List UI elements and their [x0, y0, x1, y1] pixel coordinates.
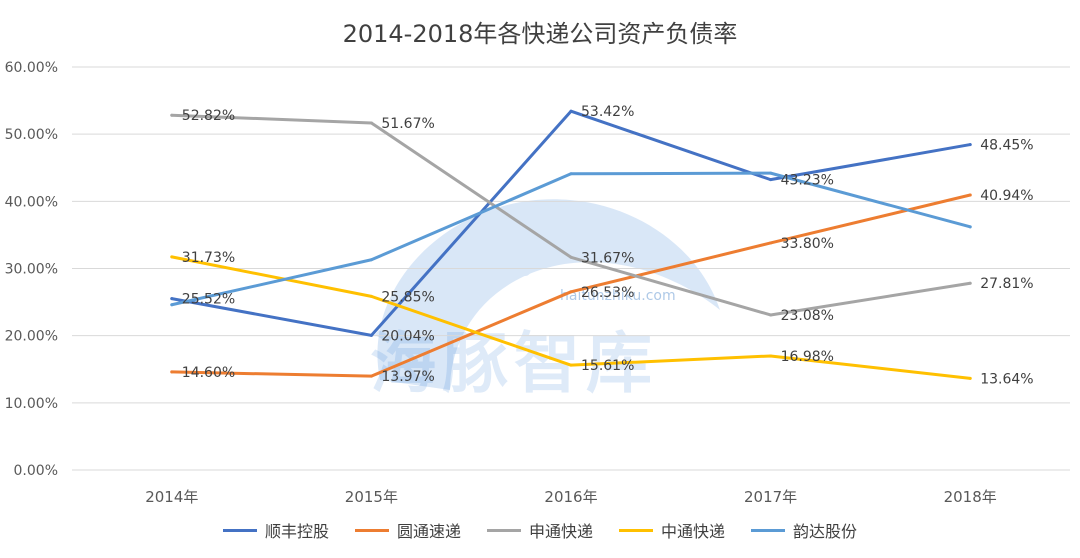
- legend-item-3: 申通快递: [486, 518, 593, 542]
- data-label: 31.73%: [182, 250, 235, 266]
- y-tick-label: 60.00%: [5, 60, 58, 76]
- data-label: 51.67%: [381, 116, 434, 132]
- legend-label: 韵达股份: [793, 522, 858, 541]
- data-point: [569, 109, 573, 113]
- x-tick-label: 2016年: [544, 488, 597, 506]
- y-axis: 0.00% 10.00% 20.00% 30.00% 40.00% 50.00% 60.00…: [5, 60, 58, 479]
- watermark-url: haitunzhiku.com: [560, 288, 676, 304]
- y-tick-label: 30.00%: [5, 262, 58, 278]
- x-axis: 2014年 2015年 2016年 2017年 2018年: [145, 488, 997, 506]
- legend-swatch: [619, 528, 653, 532]
- data-point: [569, 172, 573, 176]
- data-point: [170, 370, 174, 374]
- x-tick-label: 2014年: [145, 488, 198, 506]
- legend-item-5: 韵达股份: [751, 518, 857, 542]
- data-label: 33.80%: [781, 236, 834, 252]
- data-label: 20.04%: [381, 328, 434, 344]
- data-label: 16.98%: [781, 349, 834, 365]
- chart-title: 2014-2018年各快递公司资产负债率: [342, 20, 738, 48]
- legend-label: 圆通速递: [396, 522, 461, 541]
- data-point: [769, 178, 773, 182]
- data-point: [170, 303, 174, 307]
- legend-swatch: [222, 528, 257, 532]
- data-point: [968, 281, 972, 285]
- data-point: [170, 297, 174, 301]
- data-point: [569, 363, 573, 367]
- data-point: [968, 376, 972, 380]
- legend-swatch: [486, 528, 521, 532]
- data-point: [170, 255, 174, 259]
- watermark-logo: [340, 160, 760, 410]
- data-point: [769, 313, 773, 317]
- data-label: 27.81%: [980, 276, 1033, 292]
- data-point: [769, 241, 773, 245]
- data-point: [369, 374, 373, 378]
- series-line-2: [170, 193, 972, 378]
- y-tick-label: 20.00%: [5, 329, 58, 345]
- legend-swatch: [751, 528, 786, 532]
- data-point: [968, 193, 972, 197]
- y-tick-label: 40.00%: [5, 194, 58, 210]
- data-label: 52.82%: [182, 108, 235, 124]
- data-label: 25.85%: [381, 289, 434, 305]
- x-tick-label: 2015年: [345, 488, 398, 506]
- data-point: [369, 294, 373, 298]
- series-line-4: [170, 255, 972, 380]
- legend-item-1: 顺丰控股: [222, 518, 329, 542]
- data-label: 13.64%: [980, 371, 1033, 387]
- data-point: [369, 333, 373, 337]
- data-label: 40.94%: [980, 188, 1033, 204]
- data-label: 31.67%: [581, 250, 634, 266]
- legend-item-4: 中通快递: [619, 518, 725, 542]
- data-point: [968, 143, 972, 147]
- series-line-5: [170, 171, 972, 307]
- series-lines: [170, 109, 972, 380]
- data-label: 13.97%: [381, 369, 434, 385]
- data-label: 43.23%: [781, 173, 834, 189]
- series-line-3: [170, 113, 972, 317]
- data-point: [170, 113, 174, 117]
- data-label: 48.45%: [980, 138, 1033, 154]
- y-tick-label: 0.00%: [14, 463, 58, 479]
- data-point: [369, 121, 373, 125]
- gridlines: [72, 66, 1070, 471]
- data-label: 23.08%: [781, 308, 834, 324]
- data-point: [769, 354, 773, 358]
- x-tick-label: 2017年: [744, 488, 797, 506]
- x-tick-label: 2018年: [944, 488, 997, 506]
- data-labels: 25.52% 20.04% 53.42% 43.23% 48.45% 14.60% 13.9…: [182, 104, 1034, 387]
- legend: 顺丰控股 圆通速递 申通快递 中通快递 韵达股份: [0, 518, 1080, 542]
- data-label: 15.61%: [581, 358, 634, 374]
- legend-label: 申通快递: [528, 522, 593, 541]
- data-label: 14.60%: [182, 365, 235, 381]
- y-tick-label: 10.00%: [5, 396, 58, 412]
- data-point: [569, 290, 573, 294]
- data-point: [369, 258, 373, 262]
- data-label: 53.42%: [581, 104, 634, 120]
- data-point: [569, 255, 573, 259]
- legend-item-2: 圆通速递: [354, 518, 461, 542]
- data-label: 26.53%: [581, 285, 634, 301]
- legend-label: 顺丰控股: [264, 522, 329, 541]
- legend-swatch: [354, 528, 389, 532]
- data-point: [769, 171, 773, 175]
- data-point: [968, 225, 972, 229]
- legend-label: 中通快递: [661, 522, 726, 541]
- y-tick-label: 50.00%: [5, 127, 58, 143]
- data-label: 25.52%: [182, 292, 235, 308]
